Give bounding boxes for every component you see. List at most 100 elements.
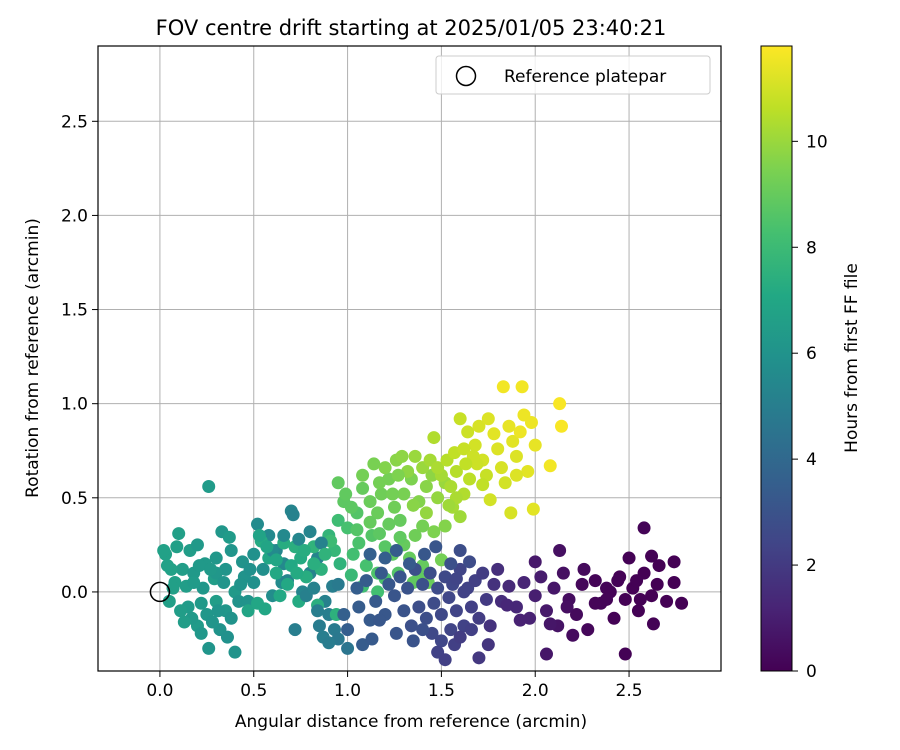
data-point: [352, 536, 366, 550]
data-point: [472, 419, 486, 433]
data-point: [194, 626, 208, 640]
data-point: [498, 476, 512, 490]
data-point: [363, 495, 377, 509]
data-point: [645, 549, 659, 563]
data-point: [459, 457, 473, 471]
data-point: [453, 510, 467, 524]
data-point: [431, 581, 445, 595]
data-point: [331, 476, 345, 490]
data-point: [286, 508, 300, 522]
data-point: [646, 617, 660, 631]
data-point: [444, 557, 458, 571]
data-point: [416, 623, 430, 637]
data-point: [403, 557, 416, 571]
data-point: [431, 491, 445, 505]
data-point: [539, 604, 553, 618]
data-point: [476, 478, 490, 492]
x-tick-label: 2.5: [616, 681, 643, 701]
data-point: [528, 438, 542, 452]
data-point: [269, 553, 283, 567]
data-point: [566, 628, 580, 642]
data-point: [457, 442, 471, 456]
scatter-points: [157, 380, 689, 667]
data-point: [622, 551, 636, 565]
data-point: [356, 481, 370, 495]
data-point: [393, 513, 407, 527]
colorbar-label: Hours from first FF file: [842, 263, 862, 453]
data-point: [487, 427, 501, 441]
data-point: [307, 581, 321, 595]
data-point: [408, 528, 422, 542]
data-point: [630, 574, 644, 588]
data-point: [427, 431, 441, 445]
data-point: [393, 530, 407, 544]
data-point: [509, 468, 523, 482]
data-point: [607, 611, 621, 625]
data-point: [256, 562, 270, 576]
data-point: [350, 523, 364, 537]
reference-marker-layer: [149, 581, 171, 603]
data-point: [217, 576, 231, 590]
colorbar: [760, 45, 793, 672]
data-point: [202, 641, 216, 655]
data-point: [406, 498, 420, 512]
data-point: [528, 555, 542, 569]
data-point: [472, 611, 486, 625]
data-point: [389, 626, 403, 640]
data-point: [387, 500, 401, 514]
data-point: [496, 380, 510, 394]
data-point: [481, 412, 495, 426]
data-point: [438, 519, 452, 533]
data-point: [588, 574, 602, 588]
data-point: [288, 623, 302, 637]
data-point: [543, 617, 557, 631]
data-point: [577, 562, 591, 576]
data-point: [633, 592, 647, 606]
data-point: [303, 525, 317, 539]
y-tick-label: 2.5: [61, 112, 88, 132]
data-point: [463, 472, 477, 486]
data-point: [269, 566, 283, 580]
data-point: [453, 544, 467, 558]
data-point: [251, 596, 265, 610]
data-point: [528, 589, 542, 603]
data-point: [449, 464, 463, 478]
legend-box: [435, 55, 711, 95]
data-point: [675, 596, 689, 610]
y-tick-label: 2.0: [61, 206, 88, 226]
data-point: [618, 592, 632, 606]
data-point: [526, 502, 540, 516]
data-point: [581, 623, 595, 637]
data-point: [389, 544, 403, 558]
data-point: [359, 574, 373, 588]
data-point: [172, 527, 186, 541]
colorbar-tick-label: 4: [806, 450, 817, 470]
data-point: [427, 525, 441, 539]
colorbar-tick-label: 6: [806, 344, 817, 364]
data-point: [442, 591, 456, 605]
data-point: [363, 515, 377, 529]
data-point: [251, 517, 265, 531]
data-point: [281, 577, 295, 591]
data-point: [652, 559, 666, 573]
data-point: [393, 570, 407, 584]
data-point: [337, 608, 351, 622]
data-point: [341, 623, 355, 637]
data-point: [513, 425, 527, 439]
data-point: [232, 594, 246, 608]
data-point: [290, 566, 304, 580]
data-point: [502, 579, 516, 593]
data-point: [311, 604, 325, 618]
data-point: [539, 647, 553, 661]
data-point: [464, 600, 478, 614]
data-point: [461, 425, 475, 439]
colorbar-ticks: 0 2 4 6 8 10: [792, 132, 828, 682]
data-point: [553, 544, 567, 558]
plot-frame: [97, 45, 722, 672]
data-point: [611, 574, 625, 588]
legend-label: Reference platepar: [504, 67, 666, 87]
data-point: [481, 638, 495, 652]
data-point: [395, 449, 409, 463]
data-point: [504, 506, 518, 520]
data-point: [224, 544, 238, 558]
